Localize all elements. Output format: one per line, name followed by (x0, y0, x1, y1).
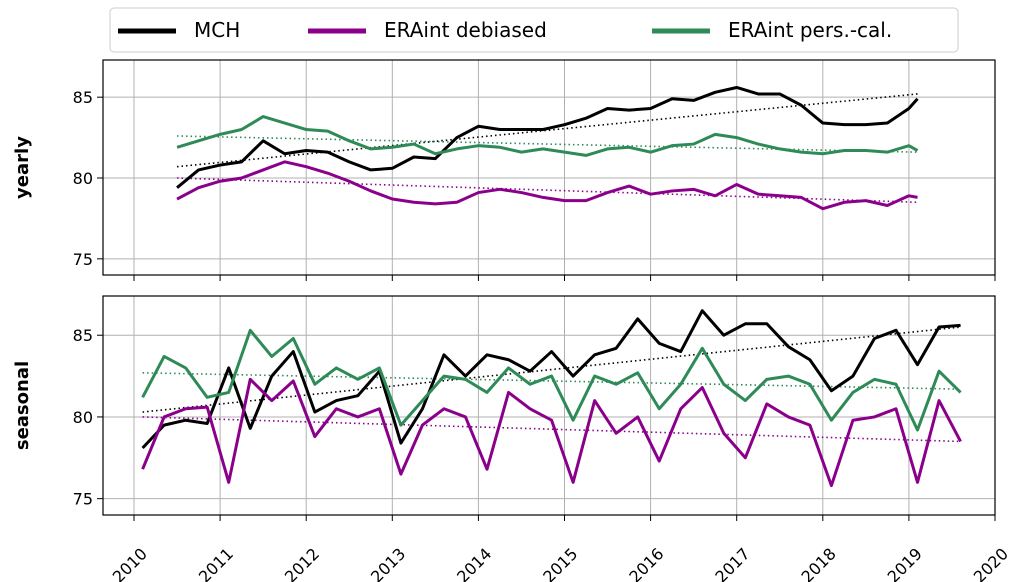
series-line (141, 377, 962, 488)
trend-line (142, 416, 961, 443)
x-tick-label: 2012 (281, 544, 323, 582)
series-line (141, 309, 961, 450)
x-tick-label: 2014 (453, 544, 495, 582)
x-tick-label: 2013 (367, 544, 409, 582)
trend-line (176, 93, 918, 168)
legend-label: ERAint pers.-cal. (728, 18, 892, 42)
x-tick-label: 2011 (195, 544, 237, 582)
trend-line (142, 372, 961, 390)
series-line (176, 160, 918, 211)
series-line (176, 115, 919, 157)
plot-frame (102, 59, 996, 276)
x-tick-label: 2010 (109, 544, 151, 582)
y-tick-label: 75 (73, 250, 93, 269)
trend-line (177, 135, 918, 153)
x-tick-label: 2020 (970, 544, 1012, 582)
x-tick-label: 2017 (711, 544, 753, 582)
legend-box (109, 7, 959, 53)
trend-line (142, 326, 961, 413)
y-tick-label: 85 (73, 326, 93, 345)
plot-frame (102, 295, 996, 516)
y-axis-label: seasonal (12, 361, 33, 450)
legend-label: ERAint debiased (384, 18, 547, 42)
y-tick-label: 80 (73, 169, 93, 188)
y-tick-label: 75 (73, 490, 93, 509)
y-tick-label: 85 (73, 88, 93, 107)
y-axis-label: yearly (12, 136, 33, 199)
x-tick-label: 2016 (625, 544, 667, 582)
y-tick-label: 80 (73, 408, 93, 427)
series-line (176, 85, 919, 189)
legend-label: MCH (194, 18, 240, 42)
x-tick-label: 2019 (884, 544, 926, 582)
x-tick-label: 2015 (539, 544, 581, 582)
series-line (141, 328, 962, 432)
x-tick-label: 2018 (798, 544, 840, 582)
